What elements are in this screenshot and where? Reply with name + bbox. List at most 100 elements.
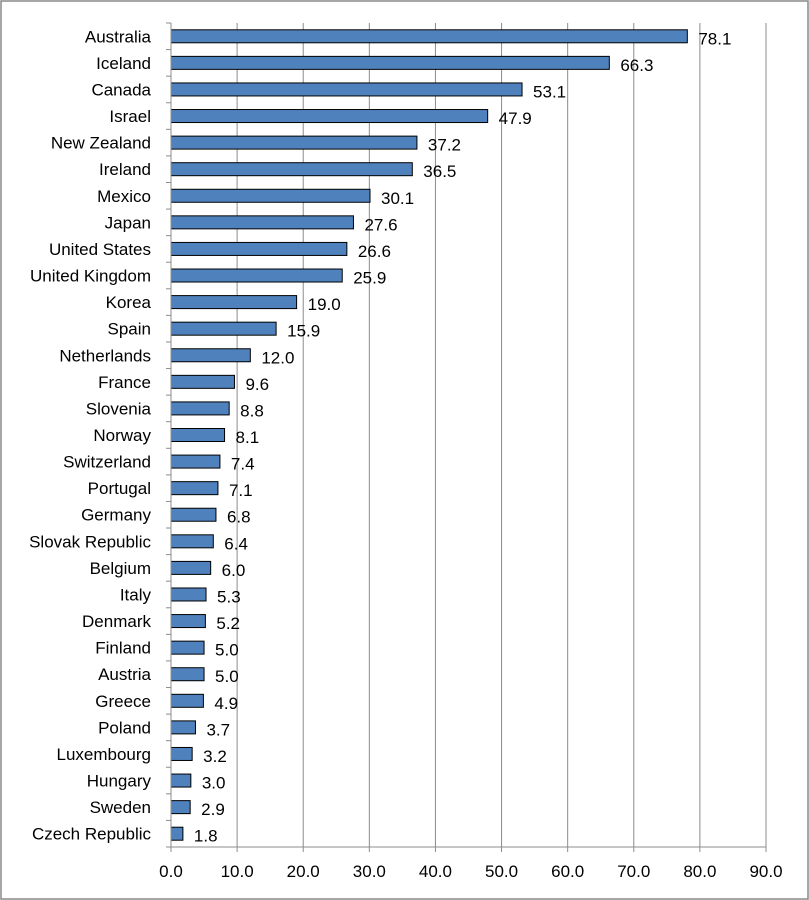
value-label: 5.0 — [215, 641, 239, 660]
category-label: Norway — [93, 426, 151, 445]
bar — [170, 82, 523, 97]
axes — [166, 22, 767, 852]
bar — [170, 241, 348, 256]
category-label: Luxembourg — [56, 745, 151, 764]
category-label: Germany — [81, 506, 151, 525]
value-label: 1.8 — [194, 827, 218, 846]
value-label: 6.4 — [224, 534, 248, 553]
category-label: Greece — [95, 692, 151, 711]
value-label: 6.8 — [227, 508, 251, 527]
bar — [170, 693, 204, 708]
category-label: United States — [49, 240, 151, 259]
category-label: Mexico — [97, 187, 151, 206]
category-label: Sweden — [90, 798, 151, 817]
bar — [170, 773, 192, 788]
value-label: 5.0 — [215, 667, 239, 686]
value-label: 25.9 — [353, 269, 386, 288]
value-label: 2.9 — [201, 800, 225, 819]
value-label: 37.2 — [428, 136, 461, 155]
category-label: Slovenia — [86, 399, 152, 418]
x-tick-label: 60.0 — [551, 862, 584, 881]
x-tick-label: 80.0 — [683, 862, 716, 881]
category-label: Iceland — [96, 54, 151, 73]
value-label: 6.0 — [222, 561, 246, 580]
bar — [170, 374, 235, 389]
x-tick-label: 10.0 — [221, 862, 254, 881]
category-label: United Kingdom — [30, 267, 151, 286]
value-label: 53.1 — [533, 82, 566, 101]
value-label: 26.6 — [358, 242, 391, 261]
category-label: Poland — [98, 718, 151, 737]
bar — [170, 640, 205, 655]
value-label: 27.6 — [364, 215, 397, 234]
bar — [170, 720, 196, 735]
category-label: Netherlands — [59, 346, 151, 365]
value-label: 3.7 — [206, 720, 230, 739]
category-label: Japan — [105, 213, 151, 232]
bar — [170, 614, 206, 629]
category-label: Canada — [91, 80, 151, 99]
bar — [170, 560, 212, 575]
category-label: Portugal — [88, 479, 151, 498]
value-label: 5.2 — [216, 614, 240, 633]
x-tick-label: 50.0 — [485, 862, 518, 881]
bar — [170, 587, 207, 602]
bar — [170, 534, 214, 549]
bar — [170, 348, 251, 363]
x-tick-label: 30.0 — [353, 862, 386, 881]
value-label: 9.6 — [245, 375, 269, 394]
value-label: 47.9 — [499, 109, 532, 128]
category-label: Ireland — [99, 160, 151, 179]
bar — [170, 321, 277, 336]
bars — [170, 29, 688, 841]
bar — [170, 428, 226, 442]
category-label: Finland — [95, 639, 151, 658]
x-tick-label: 20.0 — [287, 862, 320, 881]
bar — [170, 454, 221, 469]
bar — [170, 29, 688, 44]
category-label: New Zealand — [51, 134, 151, 153]
value-label: 30.1 — [381, 189, 414, 208]
category-label: Italy — [120, 585, 152, 604]
bar — [170, 746, 193, 761]
value-label: 3.0 — [202, 774, 226, 793]
bar — [170, 188, 371, 203]
x-tick-label: 40.0 — [419, 862, 452, 881]
bar — [170, 826, 184, 841]
value-label: 8.1 — [236, 428, 260, 447]
category-label: Israel — [109, 107, 151, 126]
bar — [170, 109, 489, 124]
category-label: Korea — [106, 293, 152, 312]
bar — [170, 507, 217, 522]
value-label: 12.0 — [261, 348, 294, 367]
value-label: 78.1 — [698, 29, 731, 48]
bar — [170, 667, 205, 682]
bar — [170, 481, 219, 496]
value-label: 19.0 — [308, 295, 341, 314]
bar — [170, 268, 343, 283]
category-label: Austria — [98, 665, 151, 684]
value-label: 5.3 — [217, 587, 241, 606]
category-label: Czech Republic — [32, 825, 152, 844]
value-label: 36.5 — [423, 162, 456, 181]
value-label: 7.1 — [229, 481, 253, 500]
value-label: 8.8 — [240, 401, 264, 420]
x-tick-label: 0.0 — [159, 862, 183, 881]
bar — [170, 401, 230, 416]
x-tick-label: 70.0 — [617, 862, 650, 881]
bar — [170, 135, 418, 150]
labels: 0.0 10.0 20.0 30.0 40.0 50.0 60.0 70.0 80.0 90.0 A… — [29, 27, 782, 881]
value-label: 66.3 — [620, 56, 653, 75]
category-label: France — [98, 373, 151, 392]
bar — [170, 295, 298, 310]
category-label: Hungary — [87, 772, 152, 791]
gridlines — [236, 23, 767, 847]
category-label: Denmark — [82, 612, 151, 631]
bar — [170, 55, 610, 70]
x-tick-label: 90.0 — [749, 862, 782, 881]
value-label: 4.9 — [214, 694, 238, 713]
bar — [170, 215, 354, 230]
bar — [170, 800, 191, 815]
